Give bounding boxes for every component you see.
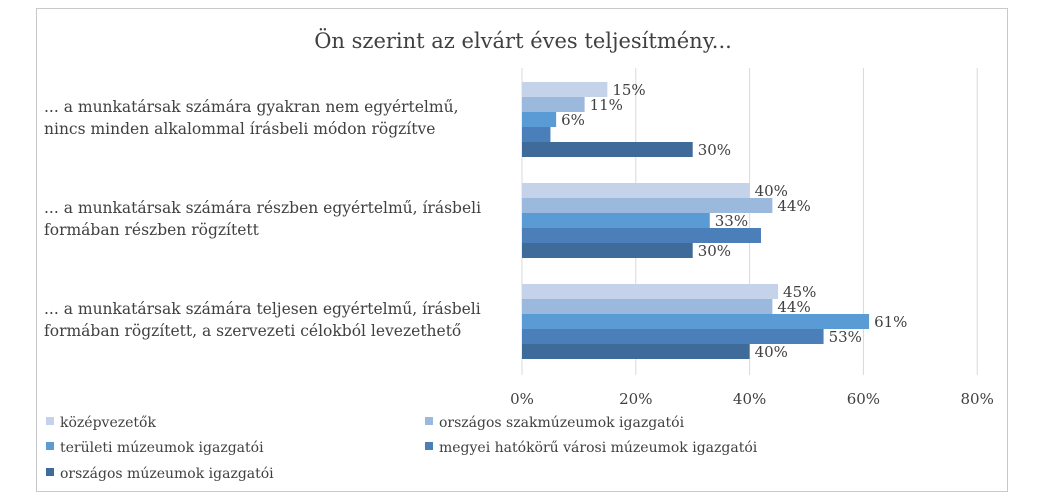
x-axis-ticks: 0% 20% 40% 60% 80%	[510, 390, 994, 408]
bar	[522, 284, 779, 299]
data-label: 30%	[698, 141, 731, 159]
legend-swatch	[425, 442, 433, 450]
x-tick-label: 20%	[619, 390, 652, 408]
category-label-line: ... a munkatársak számára teljesen egyér…	[44, 300, 481, 318]
legend-label: országos szakmúzeumok igazgatói	[439, 415, 685, 431]
chart-title: Ön szerint az elvárt éves teljesítmény..…	[314, 28, 732, 53]
data-label: 15%	[612, 81, 645, 99]
data-label: 33%	[715, 212, 748, 230]
bar	[522, 213, 710, 228]
legend-label: megyei hatókörű városi múzeumok igazgató…	[439, 440, 758, 456]
bar	[522, 314, 870, 329]
legend-swatch	[46, 468, 54, 476]
legend-swatch	[425, 417, 433, 425]
legend-label: területi múzeumok igazgatói	[60, 440, 264, 456]
bar	[522, 82, 608, 97]
bar	[522, 112, 557, 127]
category-label-line: ... a munkatársak számára gyakran nem eg…	[44, 98, 459, 116]
data-label: 44%	[777, 197, 810, 215]
legend-label: középvezetők	[60, 415, 156, 431]
x-tick-label: 60%	[847, 390, 880, 408]
bars	[522, 82, 870, 359]
data-label: 53%	[829, 328, 862, 346]
data-label: 6%	[561, 111, 585, 129]
category-label-line: nincs minden alkalommal írásbeli módon r…	[44, 120, 435, 138]
bar	[522, 198, 773, 213]
category-label-line: formában rögzített, a szervezeti célokbó…	[44, 322, 461, 340]
data-label: 45%	[783, 283, 816, 301]
category-label: ... a munkatársak számára részben egyért…	[44, 199, 481, 239]
data-label: 61%	[874, 313, 907, 331]
legend-swatch	[46, 417, 54, 425]
data-labels: 15%11%6%30%40%44%33%30%45%44%61%53%40%	[561, 81, 907, 361]
bar	[522, 142, 693, 157]
bar	[522, 299, 773, 314]
category-labels: ... a munkatársak számára gyakran nem eg…	[44, 98, 481, 340]
data-label: 40%	[755, 182, 788, 200]
bar	[522, 97, 585, 112]
data-label: 44%	[777, 298, 810, 316]
chart-frame	[36, 8, 1008, 492]
legend: középvezetők országos szakmúzeumok igazga…	[46, 415, 758, 482]
x-tick-label: 0%	[510, 390, 534, 408]
bar	[522, 127, 551, 142]
category-label-line: formában részben rögzített	[44, 221, 260, 239]
bar	[522, 243, 693, 258]
legend-label: országos múzeumok igazgatói	[60, 466, 274, 482]
category-label-line: ... a munkatársak számára részben egyért…	[44, 199, 481, 217]
bar	[522, 228, 761, 243]
bar	[522, 344, 750, 359]
category-label: ... a munkatársak számára teljesen egyér…	[44, 300, 481, 340]
x-tick-label: 80%	[961, 390, 994, 408]
legend-swatch	[46, 442, 54, 450]
category-label: ... a munkatársak számára gyakran nem eg…	[44, 98, 459, 138]
bar	[522, 329, 824, 344]
bar	[522, 183, 750, 198]
x-tick-label: 40%	[733, 390, 766, 408]
data-label: 11%	[590, 96, 623, 114]
data-label: 40%	[755, 343, 788, 361]
data-label: 30%	[698, 242, 731, 260]
